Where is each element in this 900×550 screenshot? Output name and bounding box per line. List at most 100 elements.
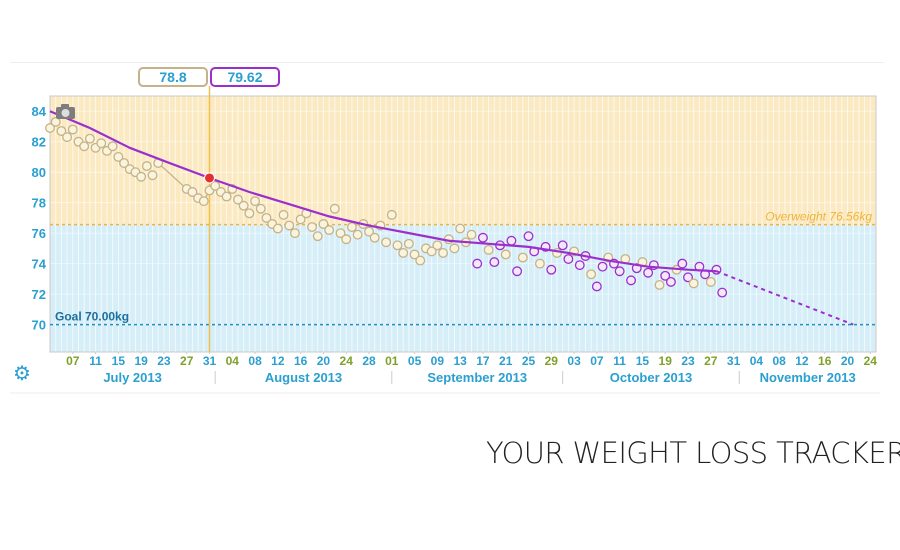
trend-line bbox=[49, 110, 717, 273]
raw-weight-point bbox=[67, 124, 78, 135]
raw-weight-point bbox=[466, 229, 477, 240]
y-tick-label: 74 bbox=[32, 257, 47, 272]
raw-weight-point bbox=[284, 220, 295, 231]
x-tick-label: 24 bbox=[864, 354, 878, 368]
current-trend-point bbox=[204, 172, 216, 184]
raw-weight-point bbox=[187, 187, 198, 197]
x-tick-label: 08 bbox=[248, 354, 262, 368]
x-tick-label: 15 bbox=[112, 354, 126, 368]
raw-weight-point bbox=[398, 248, 409, 258]
raw-weight-point bbox=[591, 281, 602, 292]
raw-weight-point bbox=[534, 258, 545, 269]
raw-weight-point bbox=[654, 280, 665, 290]
x-tick-label: 13 bbox=[453, 354, 467, 368]
raw-weight-point bbox=[50, 116, 61, 127]
raw-weight-point bbox=[233, 194, 243, 205]
raw-weight-point bbox=[386, 209, 397, 220]
raw-weight-point bbox=[426, 246, 437, 257]
y-tick-label: 84 bbox=[32, 104, 47, 119]
x-tick-label: 23 bbox=[681, 354, 695, 368]
x-tick-label: 31 bbox=[727, 354, 741, 368]
raw-weight-point bbox=[665, 276, 676, 287]
raw-weight-point bbox=[119, 158, 130, 168]
raw-weight-point bbox=[717, 287, 728, 298]
raw-weight-point bbox=[574, 260, 585, 271]
raw-weight-point bbox=[477, 232, 488, 243]
raw-weight-point bbox=[84, 133, 95, 144]
x-tick-label: 07 bbox=[66, 354, 80, 368]
x-tick-label: 05 bbox=[408, 354, 422, 368]
raw-weight-point bbox=[489, 257, 500, 268]
raw-weight-point bbox=[324, 225, 335, 236]
raw-weight-point bbox=[295, 214, 306, 225]
camera-lens bbox=[61, 109, 70, 117]
x-tick-label: 28 bbox=[362, 354, 376, 368]
raw-weight-point bbox=[512, 266, 523, 277]
raw-weight-point bbox=[403, 238, 414, 249]
raw-weight-point bbox=[244, 208, 255, 219]
x-tick-label: 20 bbox=[841, 354, 855, 368]
raw-weight-point bbox=[113, 152, 124, 162]
x-tick-label: 20 bbox=[317, 354, 331, 368]
raw-weight-point bbox=[307, 222, 317, 232]
raw-weight-point bbox=[472, 258, 483, 269]
raw-weight-point bbox=[290, 228, 300, 239]
gear-icon[interactable]: ⚙ bbox=[13, 363, 31, 385]
raw-weight-point bbox=[238, 200, 249, 211]
raw-weight-point bbox=[523, 231, 534, 242]
trend-weight-readout: 79.62 bbox=[210, 67, 280, 87]
x-tick-label: 27 bbox=[704, 354, 718, 368]
raw-weight-point bbox=[318, 219, 329, 229]
raw-weight-point bbox=[415, 255, 426, 266]
raw-weight-point bbox=[409, 249, 420, 260]
raw-weight-point bbox=[79, 141, 90, 152]
x-tick-label: 31 bbox=[203, 354, 217, 368]
raw-weight-point bbox=[500, 249, 511, 260]
x-tick-label: 23 bbox=[157, 354, 171, 368]
raw-weight-point bbox=[643, 267, 654, 278]
raw-weight-point bbox=[438, 248, 449, 258]
y-tick-label: 72 bbox=[32, 287, 46, 302]
month-label: October 2013 bbox=[610, 370, 692, 385]
x-tick-label: 07 bbox=[590, 354, 604, 368]
x-tick-label: 19 bbox=[659, 354, 673, 368]
raw-weight-point bbox=[272, 223, 283, 234]
raw-weight-point bbox=[255, 203, 266, 214]
month-label: August 2013 bbox=[265, 370, 342, 385]
raw-weight-point bbox=[483, 244, 494, 255]
raw-weight-point bbox=[346, 222, 357, 232]
tagline: YOUR WEIGHT LOSS TRACKER bbox=[486, 436, 900, 470]
raw-weight-readout: 78.8 bbox=[138, 67, 208, 87]
x-tick-label: 11 bbox=[89, 354, 102, 368]
raw-weight-point bbox=[660, 270, 671, 281]
raw-weight-point bbox=[210, 180, 221, 191]
raw-weight-point bbox=[626, 275, 636, 286]
raw-weight-point bbox=[45, 123, 55, 133]
raw-weight-point bbox=[369, 232, 380, 243]
x-tick-label: 04 bbox=[226, 354, 240, 368]
raw-weight-point bbox=[546, 264, 557, 275]
camera-top bbox=[61, 104, 69, 108]
overweight-zone bbox=[50, 96, 876, 225]
trend-forecast-line bbox=[716, 270, 854, 326]
y-tick-label: 70 bbox=[32, 318, 46, 333]
x-tick-label: 27 bbox=[180, 354, 194, 368]
x-tick-label: 21 bbox=[499, 354, 513, 368]
y-tick-label: 80 bbox=[32, 165, 46, 180]
raw-weight-point bbox=[341, 234, 352, 245]
raw-weight-point bbox=[221, 191, 232, 202]
x-tick-label: 24 bbox=[340, 354, 354, 368]
raw-weight-point bbox=[432, 240, 443, 251]
raw-weight-point bbox=[705, 276, 716, 287]
x-tick-label: 25 bbox=[522, 354, 536, 368]
x-tick-label: 01 bbox=[385, 354, 399, 368]
raw-weight-point bbox=[335, 228, 346, 239]
raw-weight-point bbox=[381, 237, 392, 248]
y-tick-label: 76 bbox=[32, 226, 46, 241]
raw-weight-point bbox=[352, 229, 363, 240]
raw-weight-point bbox=[392, 240, 403, 251]
raw-weight-point bbox=[62, 132, 73, 143]
month-label: September 2013 bbox=[427, 370, 527, 385]
x-tick-label: 19 bbox=[134, 354, 148, 368]
